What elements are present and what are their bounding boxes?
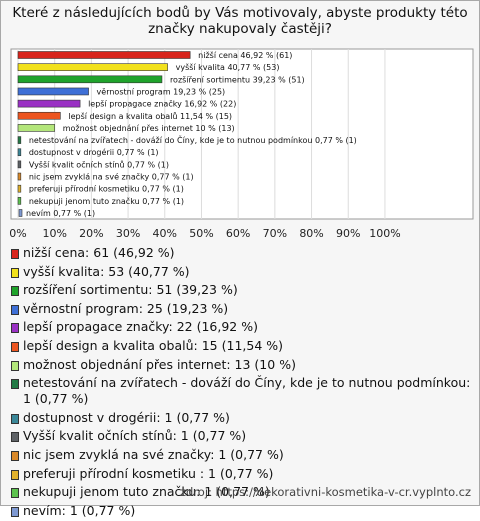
legend-item: vyšší kvalita: 53 (40,77 %) <box>11 264 473 280</box>
legend-swatch <box>11 450 19 461</box>
legend-item: netestování na zvířatech - dováží do Čín… <box>11 375 473 407</box>
bar-label: preferuji přírodní kosmetiku 0,77 % (1) <box>29 185 184 194</box>
x-tick-label: 0% <box>9 227 26 240</box>
legend-label: nižší cena: 61 (46,92 %) <box>23 245 175 260</box>
legend-item: preferuji přírodní kosmetiku : 1 (0,77 %… <box>11 466 473 482</box>
bar-label: lepší design a kvalita obalů 11,54 % (15… <box>68 111 232 121</box>
legend-label: vyšší kvalita: 53 (40,77 %) <box>23 263 190 279</box>
legend-label: lepší design a kvalita obalů: 15 (11,54 … <box>23 337 283 353</box>
legend-swatch <box>11 323 19 334</box>
legend-swatch <box>11 267 19 278</box>
x-tick-label: 50% <box>189 227 213 240</box>
bar <box>17 99 81 108</box>
legend-label: netestování na zvířatech - dováží do Čín… <box>23 375 471 407</box>
source: zdroj: https://dekorativni-kosmetika-v-c… <box>179 485 471 499</box>
legend-item: nevím: 1 (0,77 %) <box>11 503 473 519</box>
legend-label: Vyšší kvalit očních stínů: 1 (0,77 %) <box>23 428 247 444</box>
bar-label: Vyšší kvalit očních stínů 0,77 % (1) <box>29 159 169 169</box>
bar-label: lepší propagace značky 16,92 % (22) <box>88 99 236 109</box>
bar <box>17 148 22 157</box>
bar-label: nevím 0,77 % (1) <box>26 209 95 218</box>
bar <box>17 184 22 193</box>
x-tick-label: 10% <box>42 227 66 240</box>
legend-swatch <box>11 304 19 315</box>
bar <box>17 124 55 132</box>
legend-item: nižší cena: 61 (46,92 %) <box>11 245 473 261</box>
legend-swatch <box>11 341 19 352</box>
bar <box>17 111 61 120</box>
legend-item: nekupuji jenom tuto značku: 1 (0,77 %) <box>11 484 473 500</box>
bar <box>17 75 163 84</box>
bar-label: nic jsem zvyklá na své značky 0,77 % (1) <box>29 172 194 182</box>
legend-swatch <box>11 379 19 390</box>
legend-label: nekupuji jenom tuto značku: 1 (0,77 %) <box>23 484 270 500</box>
bar <box>17 197 22 205</box>
legend-swatch <box>11 469 19 480</box>
legend-item: Vyšší kvalit očních stínů: 1 (0,77 %) <box>11 428 473 444</box>
bar-label: možnost objednání přes internet 10 % (13… <box>63 124 235 133</box>
legend-swatch <box>11 360 19 371</box>
bar-label: nižší cena 46,92 % (61) <box>198 50 292 60</box>
x-tick-label: 70% <box>263 227 287 240</box>
legend: nižší cena: 61 (46,92 %) vyšší kvalita: 5… <box>11 245 473 521</box>
bar-marker <box>18 209 23 217</box>
chart: 0% 10% 20% 30% 40% 50% 60% 70% 80% 90% 100% nižší c… <box>9 48 474 240</box>
legend-item: lepší design a kvalita obalů: 15 (11,54 … <box>11 338 473 354</box>
bar <box>17 87 89 96</box>
legend-label: nevím: 1 (0,77 %) <box>23 502 136 518</box>
legend-label: preferuji přírodní kosmetiku : 1 (0,77 %… <box>23 465 274 481</box>
bar <box>17 51 191 59</box>
bar <box>17 136 22 144</box>
legend-label: lepší propagace značky: 22 (16,92 %) <box>23 319 258 335</box>
legend-swatch <box>11 488 19 499</box>
legend-item: možnost objednání přes internet: 13 (10 … <box>11 357 473 373</box>
bar <box>17 160 22 169</box>
bar-label: nekupuji jenom tuto značku 0,77 % (1) <box>29 196 184 206</box>
legend-label: věrnostní program: 25 (19,23 %) <box>23 300 229 316</box>
chart-title: Které z následujících bodů by Vás motivo… <box>12 5 468 37</box>
x-tick-label: 30% <box>116 227 140 240</box>
x-tick-label: 90% <box>336 227 360 240</box>
x-tick-label: 80% <box>299 227 323 240</box>
x-tick-label: 60% <box>226 227 250 240</box>
x-tick-label: 100% <box>369 227 400 240</box>
bar-label: rozšíření sortimentu 39,23 % (51) <box>170 74 305 84</box>
legend-swatch <box>11 432 19 443</box>
legend-item: nic jsem zvyklá na své značky: 1 (0,77 %… <box>11 447 473 463</box>
legend-item: věrnostní program: 25 (19,23 %) <box>11 301 473 317</box>
bar-label: vyšší kvalita 40,77 % (53) <box>176 62 280 72</box>
legend-swatch <box>11 506 19 517</box>
legend-label: dostupnost v drogérii: 1 (0,77 %) <box>23 409 230 425</box>
legend-swatch <box>11 413 19 424</box>
legend-item: dostupnost v drogérii: 1 (0,77 %) <box>11 410 473 426</box>
bar-label: věrnostní program 19,23 % (25) <box>97 87 226 96</box>
legend-swatch <box>11 286 19 297</box>
legend-label: nic jsem zvyklá na své značky: 1 (0,77 %… <box>23 446 284 462</box>
legend-item: lepší propagace značky: 22 (16,92 %) <box>11 319 473 335</box>
x-tick-label: 40% <box>153 227 177 240</box>
x-tick-label: 20% <box>79 227 103 240</box>
bar <box>17 63 168 71</box>
legend-swatch <box>11 249 19 259</box>
bar <box>17 172 22 181</box>
bar-label: netestování na zvířatech - dováží do Čín… <box>29 134 357 145</box>
legend-item: rozšíření sortimentu: 51 (39,23 %) <box>11 282 473 298</box>
legend-label: možnost objednání přes internet: 13 (10 … <box>23 356 296 372</box>
bar-label: dostupnost v drogérii 0,77 % (1) <box>29 147 159 157</box>
legend-label: rozšíření sortimentu: 51 (39,23 %) <box>23 282 238 298</box>
